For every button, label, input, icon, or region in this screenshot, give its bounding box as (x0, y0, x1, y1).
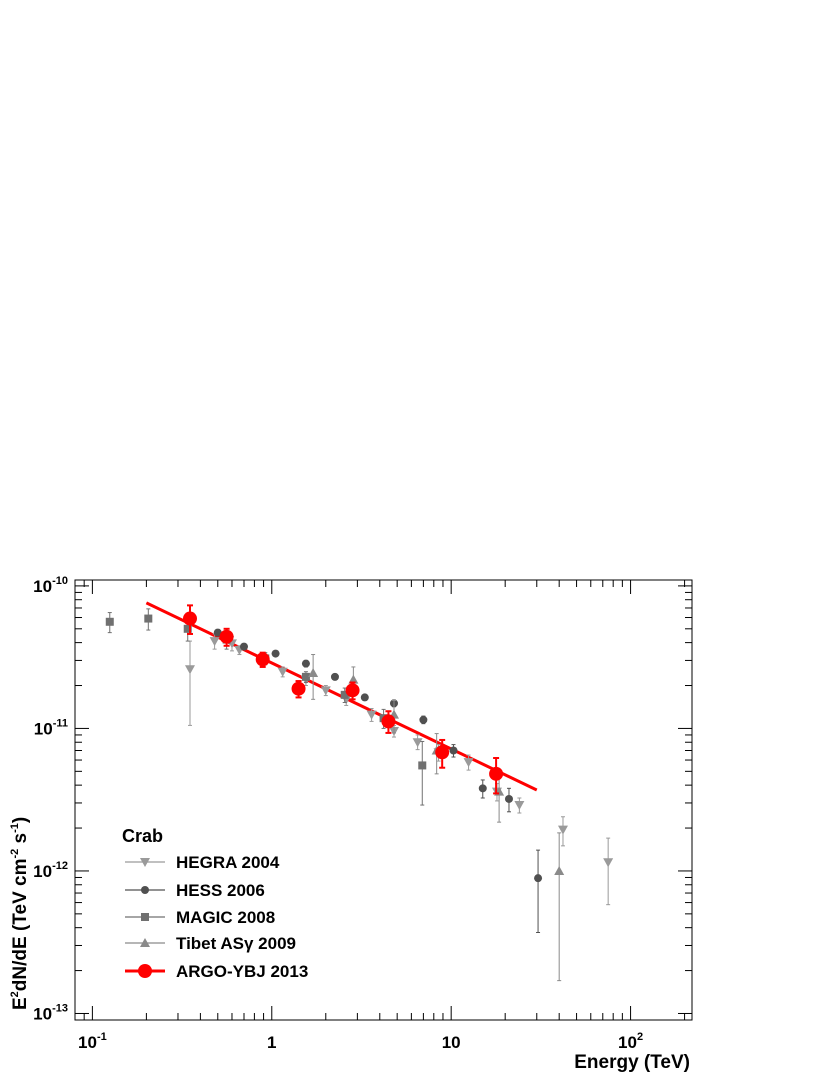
data-point (239, 642, 248, 651)
data-point (463, 758, 474, 768)
legend: Crab HEGRA 2004 HESS 2006 MAGIC 2008 Tibet … (122, 826, 308, 981)
x-tick-labels: 10-1 1 10 102 (78, 1031, 643, 1052)
data-point (291, 681, 306, 696)
legend-entries: HEGRA 2004 HESS 2006 MAGIC 2008 Tibet ASγ 2… (125, 853, 308, 981)
data-point (489, 766, 504, 781)
x-tick-label: 10 (442, 1033, 461, 1052)
y-tick-label: 10-13 (33, 1002, 68, 1023)
data-point (277, 667, 288, 677)
data-point (183, 624, 192, 633)
legend-label: Tibet ASγ 2009 (176, 934, 296, 953)
legend-marker (138, 964, 152, 978)
data-point (534, 874, 543, 883)
data-point (478, 784, 487, 793)
legend-marker (141, 913, 149, 921)
y-axis-title: E2dN/dE (TeV cm-2 s-1) (9, 817, 31, 1010)
plot-frame (74, 579, 693, 1021)
y-tick-label: 10-10 (33, 575, 68, 596)
data-point (209, 637, 220, 647)
data-point (144, 614, 153, 623)
data-point (301, 672, 310, 681)
data-point (255, 652, 270, 667)
data-point (320, 686, 331, 696)
data-point (514, 801, 525, 811)
data-point (213, 628, 222, 637)
data-point (308, 667, 319, 677)
legend-label: MAGIC 2008 (176, 908, 275, 927)
data-point (557, 825, 568, 835)
data-point (360, 693, 369, 702)
data-point (381, 714, 396, 729)
data-point (419, 715, 428, 724)
data-point (554, 865, 565, 875)
y-tick-labels: 10-10 10-11 10-12 10-13 (33, 575, 68, 1024)
series-magic-2008 (105, 608, 427, 806)
series-hess-2006 (213, 628, 543, 933)
data-point (449, 746, 458, 755)
legend-label: ARGO-YBJ 2013 (176, 962, 308, 981)
legend-entry-magic-2008: MAGIC 2008 (125, 908, 275, 927)
data-point (412, 738, 423, 748)
data-point (184, 665, 195, 675)
data-point (345, 683, 360, 698)
data-point (219, 629, 234, 644)
legend-marker (140, 938, 150, 947)
x-axis-title: Energy (TeV) (574, 1052, 690, 1073)
x-tick-label: 10-1 (78, 1031, 107, 1052)
data-point (182, 611, 197, 626)
legend-label: HEGRA 2004 (176, 853, 280, 872)
axis-ticks (74, 580, 692, 1021)
legend-entry-tibet-as-2009: Tibet ASγ 2009 (125, 934, 296, 953)
data-point (366, 710, 377, 720)
data-point (603, 858, 614, 868)
data-point (105, 617, 114, 626)
data-point (435, 745, 450, 760)
data-point (348, 674, 359, 684)
y-tick-label: 10-11 (34, 717, 68, 738)
legend-entry-hegra-2004: HEGRA 2004 (125, 853, 280, 872)
y-tick-label: 10-12 (33, 860, 68, 881)
data-point (271, 649, 280, 658)
data-point (340, 690, 349, 699)
legend-marker (141, 886, 149, 894)
series-layer (105, 604, 614, 982)
x-tick-label: 1 (267, 1033, 276, 1052)
data-point (504, 794, 513, 803)
legend-marker (140, 858, 150, 867)
x-tick-label: 102 (618, 1031, 643, 1052)
data-point (418, 761, 427, 770)
legend-label: HESS 2006 (176, 881, 265, 900)
data-point (330, 672, 339, 681)
legend-entry-hess-2006: HESS 2006 (125, 881, 265, 900)
series-argo-ybj-2013 (182, 604, 504, 795)
legend-title: Crab (122, 826, 163, 846)
legend-entry-argo-ybj-2013: ARGO-YBJ 2013 (125, 962, 308, 981)
data-point (301, 659, 310, 668)
